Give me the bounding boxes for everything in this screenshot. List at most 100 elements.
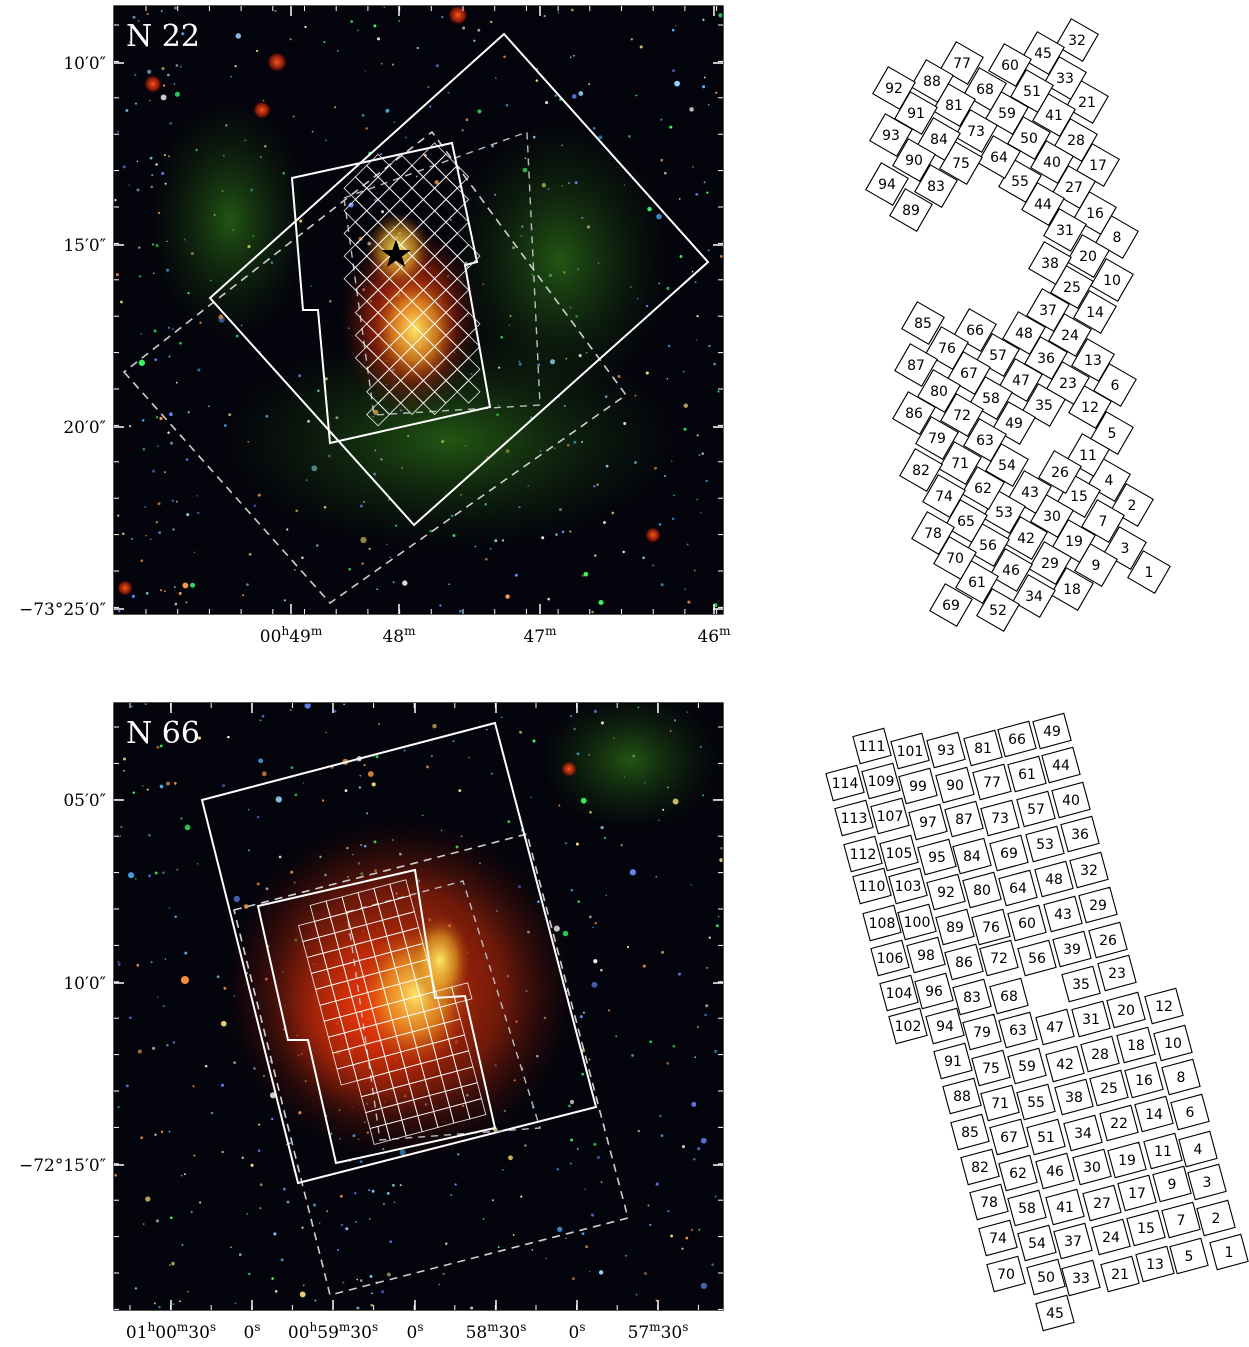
fibre-tile-number: 92 <box>885 81 903 97</box>
fibre-tile: 107 <box>870 797 910 835</box>
fibre-tile: 97 <box>908 803 948 841</box>
star <box>318 1222 321 1225</box>
star <box>275 796 282 803</box>
fibre-tile-outline <box>926 873 966 911</box>
fibre-tile-number: 4 <box>1194 1142 1203 1158</box>
fibre-tile-number: 51 <box>1037 1130 1055 1146</box>
star <box>368 1189 371 1192</box>
fibre-tile-outline <box>1010 69 1054 113</box>
star <box>440 15 444 19</box>
fibre-tile-number: 114 <box>832 776 859 792</box>
star <box>490 20 493 23</box>
star <box>700 1137 707 1144</box>
fibre-tile-number: 75 <box>952 156 970 172</box>
star <box>122 165 126 169</box>
star <box>381 1290 385 1294</box>
star <box>593 959 598 964</box>
fibre-tile-number: 62 <box>974 481 992 497</box>
fibre-tile: 36 <box>1060 815 1100 853</box>
fibre-tile: 5 <box>1090 411 1134 455</box>
star <box>140 333 143 335</box>
fibre-tile: 47 <box>1035 1008 1075 1046</box>
star <box>179 65 182 68</box>
fibre-tile-outline <box>989 977 1029 1015</box>
fibre-tile-outline <box>961 466 1005 510</box>
fibre-tile-number: 87 <box>907 358 925 374</box>
fibre-tile-outline <box>1090 258 1134 302</box>
fibre-tile-number: 73 <box>967 124 985 140</box>
star <box>477 28 481 32</box>
fibre-tile-outline <box>1071 338 1115 382</box>
star <box>117 514 120 517</box>
star <box>241 1156 244 1159</box>
star <box>185 458 189 461</box>
star <box>158 1306 161 1309</box>
fibre-tile-number: 108 <box>869 916 896 932</box>
fibre-tile-outline <box>1002 311 1046 355</box>
star <box>501 1168 504 1171</box>
star <box>174 915 177 919</box>
fibre-tile: 15 <box>1126 1209 1166 1247</box>
fibre-tile-number: 15 <box>1070 489 1088 505</box>
n22-inner-dashed-field <box>343 131 541 416</box>
fibre-tile-number: 59 <box>1018 1059 1036 1075</box>
n22-red-source <box>144 75 162 93</box>
fibre-tile: 46 <box>989 548 1033 592</box>
star <box>166 1044 169 1047</box>
fibre-tile-number: 56 <box>979 538 997 554</box>
fibre-tile-outline <box>911 511 955 555</box>
star <box>596 1155 600 1159</box>
fibre-tile: 10 <box>1153 1024 1193 1062</box>
fibre-tile: 83 <box>914 164 958 208</box>
fibre-tile-outline <box>1066 234 1110 278</box>
star <box>402 580 408 586</box>
fibre-tile-outline <box>1091 1218 1131 1256</box>
star <box>600 1181 603 1183</box>
star <box>713 362 716 366</box>
star <box>258 758 264 764</box>
fibre-tile-number: 111 <box>859 739 886 755</box>
star <box>290 766 294 770</box>
star <box>271 1277 274 1280</box>
fibre-tile: 38 <box>1028 241 1072 285</box>
star <box>449 219 452 221</box>
star <box>571 1277 575 1281</box>
ra-tick-label: 47m <box>523 624 557 647</box>
fibre-tile-number: 20 <box>1079 249 1097 265</box>
fibre-tile-outline <box>861 762 901 800</box>
fibre-tile-outline <box>989 1118 1029 1156</box>
fibre-tile-outline <box>952 837 992 875</box>
fibre-tile: 57 <box>1016 790 1056 828</box>
fibre-tile-outline <box>935 766 975 804</box>
star <box>363 764 366 767</box>
star <box>718 13 723 18</box>
fibre-tile-number: 82 <box>971 1160 989 1176</box>
fibre-tile: 113 <box>834 799 874 837</box>
fibre-tile-number: 49 <box>1043 724 1061 740</box>
fibre-tile: 99 <box>898 767 938 805</box>
star <box>169 1264 171 1266</box>
n66-frame <box>113 702 724 1311</box>
n22-dust-filament <box>150 100 310 340</box>
star <box>164 590 166 593</box>
fibre-tile: 11 <box>1143 1132 1183 1170</box>
star <box>377 722 381 726</box>
star <box>119 835 122 838</box>
star <box>310 285 313 287</box>
fibre-tile: 62 <box>998 1154 1038 1192</box>
fibre-tile: 96 <box>914 972 954 1010</box>
fibre-tile-outline <box>1017 1224 1057 1262</box>
fibre-tile-outline <box>1117 1174 1157 1212</box>
fibre-tile: 72 <box>940 393 984 437</box>
fibre-tile-number: 43 <box>1054 907 1072 923</box>
star <box>702 85 706 89</box>
star <box>658 523 662 526</box>
star <box>655 1299 658 1302</box>
fibre-tile: 63 <box>963 418 1007 462</box>
star <box>497 1246 500 1249</box>
fibre-tile-outline <box>1007 755 1047 793</box>
fibre-tile-outline <box>1209 1233 1249 1271</box>
fibre-tile-outline <box>917 117 961 161</box>
star <box>386 1272 391 1277</box>
star <box>148 834 151 837</box>
